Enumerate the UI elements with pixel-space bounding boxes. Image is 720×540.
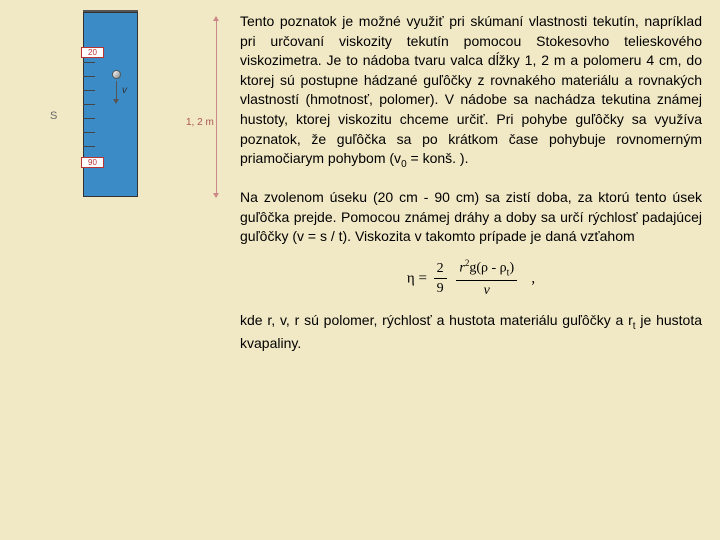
viscometer-diagram: 20 90 v S 1, 2 m: [18, 12, 228, 212]
paragraph-2: Na zvolenom úseku (20 cm - 90 cm) sa zis…: [240, 188, 702, 247]
graduation: [83, 62, 95, 63]
scale-label: 1, 2 m: [186, 117, 214, 128]
graduation: [83, 90, 95, 91]
fraction-2-9: 2 9: [434, 259, 447, 299]
mark-90: 90: [81, 157, 104, 168]
graduation: [83, 104, 95, 105]
mark-20: 20: [81, 47, 104, 58]
s-label: S: [50, 110, 57, 122]
body-text: Tento poznatok je možné využiť pri skúma…: [240, 12, 702, 353]
fraction-main: r2g(ρ - ρt) v: [456, 257, 517, 301]
graduation: [83, 76, 95, 77]
graduation: [83, 146, 95, 147]
velocity-label: v: [122, 85, 127, 96]
paragraph-3: kde r, v, r sú polomer, rýchlosť a husto…: [240, 311, 702, 353]
graduation: [83, 132, 95, 133]
graduation: [83, 118, 95, 119]
viscosity-formula: η = 2 9 r2g(ρ - ρt) v ,: [240, 257, 702, 301]
scale-arrow-icon: [216, 17, 217, 197]
velocity-arrow-icon: [116, 81, 117, 103]
ball-icon: [112, 70, 121, 79]
paragraph-1: Tento poznatok je možné využiť pri skúma…: [240, 12, 702, 172]
